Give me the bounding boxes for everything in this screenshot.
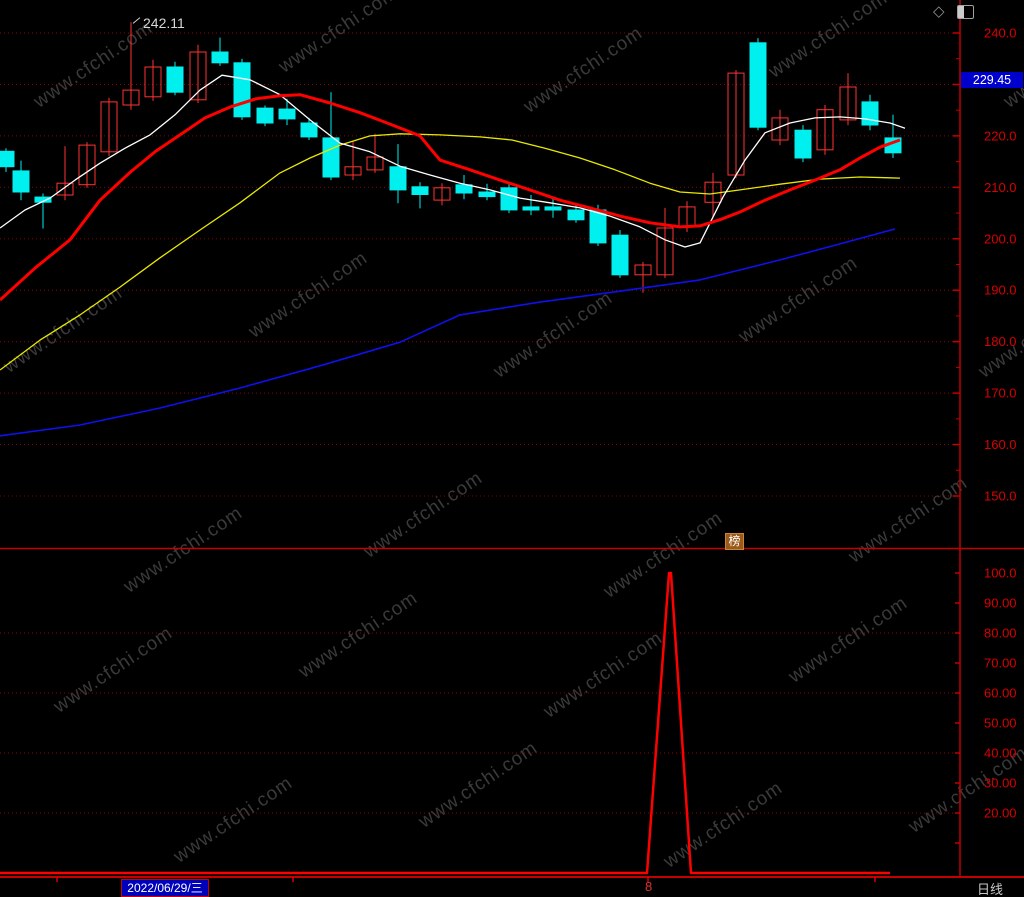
svg-text:70.00: 70.00: [984, 656, 1017, 671]
svg-text:160.0: 160.0: [984, 437, 1017, 452]
ma-red: [0, 93, 901, 302]
svg-text:40.00: 40.00: [984, 746, 1017, 761]
svg-text:180.0: 180.0: [984, 334, 1017, 349]
candles-layer: [0, 22, 902, 293]
svg-text:170.0: 170.0: [984, 386, 1017, 401]
high-marker-label: 242.11: [143, 15, 185, 31]
ma-white: [0, 74, 906, 248]
date-box: 2022/06/29/三: [121, 879, 209, 897]
gridlines: [0, 32, 958, 814]
svg-text:60.00: 60.00: [984, 686, 1017, 701]
svg-text:240.0: 240.0: [984, 26, 1017, 41]
rank-badge[interactable]: 榜: [725, 533, 744, 550]
diamond-icon[interactable]: ◇: [933, 3, 945, 20]
ma-yellow: [0, 133, 901, 371]
svg-text:50.00: 50.00: [984, 716, 1017, 731]
svg-text:200.0: 200.0: [984, 231, 1017, 246]
svg-text:80.00: 80.00: [984, 626, 1017, 641]
svg-text:190.0: 190.0: [984, 283, 1017, 298]
svg-text:20.00: 20.00: [984, 806, 1017, 821]
month-axis-label: 8: [645, 879, 653, 894]
svg-text:100.0: 100.0: [984, 566, 1017, 581]
svg-text:30.00: 30.00: [984, 776, 1017, 791]
ma-blue: [0, 228, 896, 437]
split-panel-icon[interactable]: [957, 5, 974, 19]
svg-text:150.0: 150.0: [984, 489, 1017, 504]
svg-text:90.00: 90.00: [984, 596, 1017, 611]
svg-text:220.0: 220.0: [984, 128, 1017, 143]
period-selector[interactable]: 日线: [977, 882, 1004, 897]
signal-spike: [0, 571, 890, 875]
current-price-tag: 229.45: [961, 72, 1023, 88]
svg-text:210.0: 210.0: [984, 180, 1017, 195]
